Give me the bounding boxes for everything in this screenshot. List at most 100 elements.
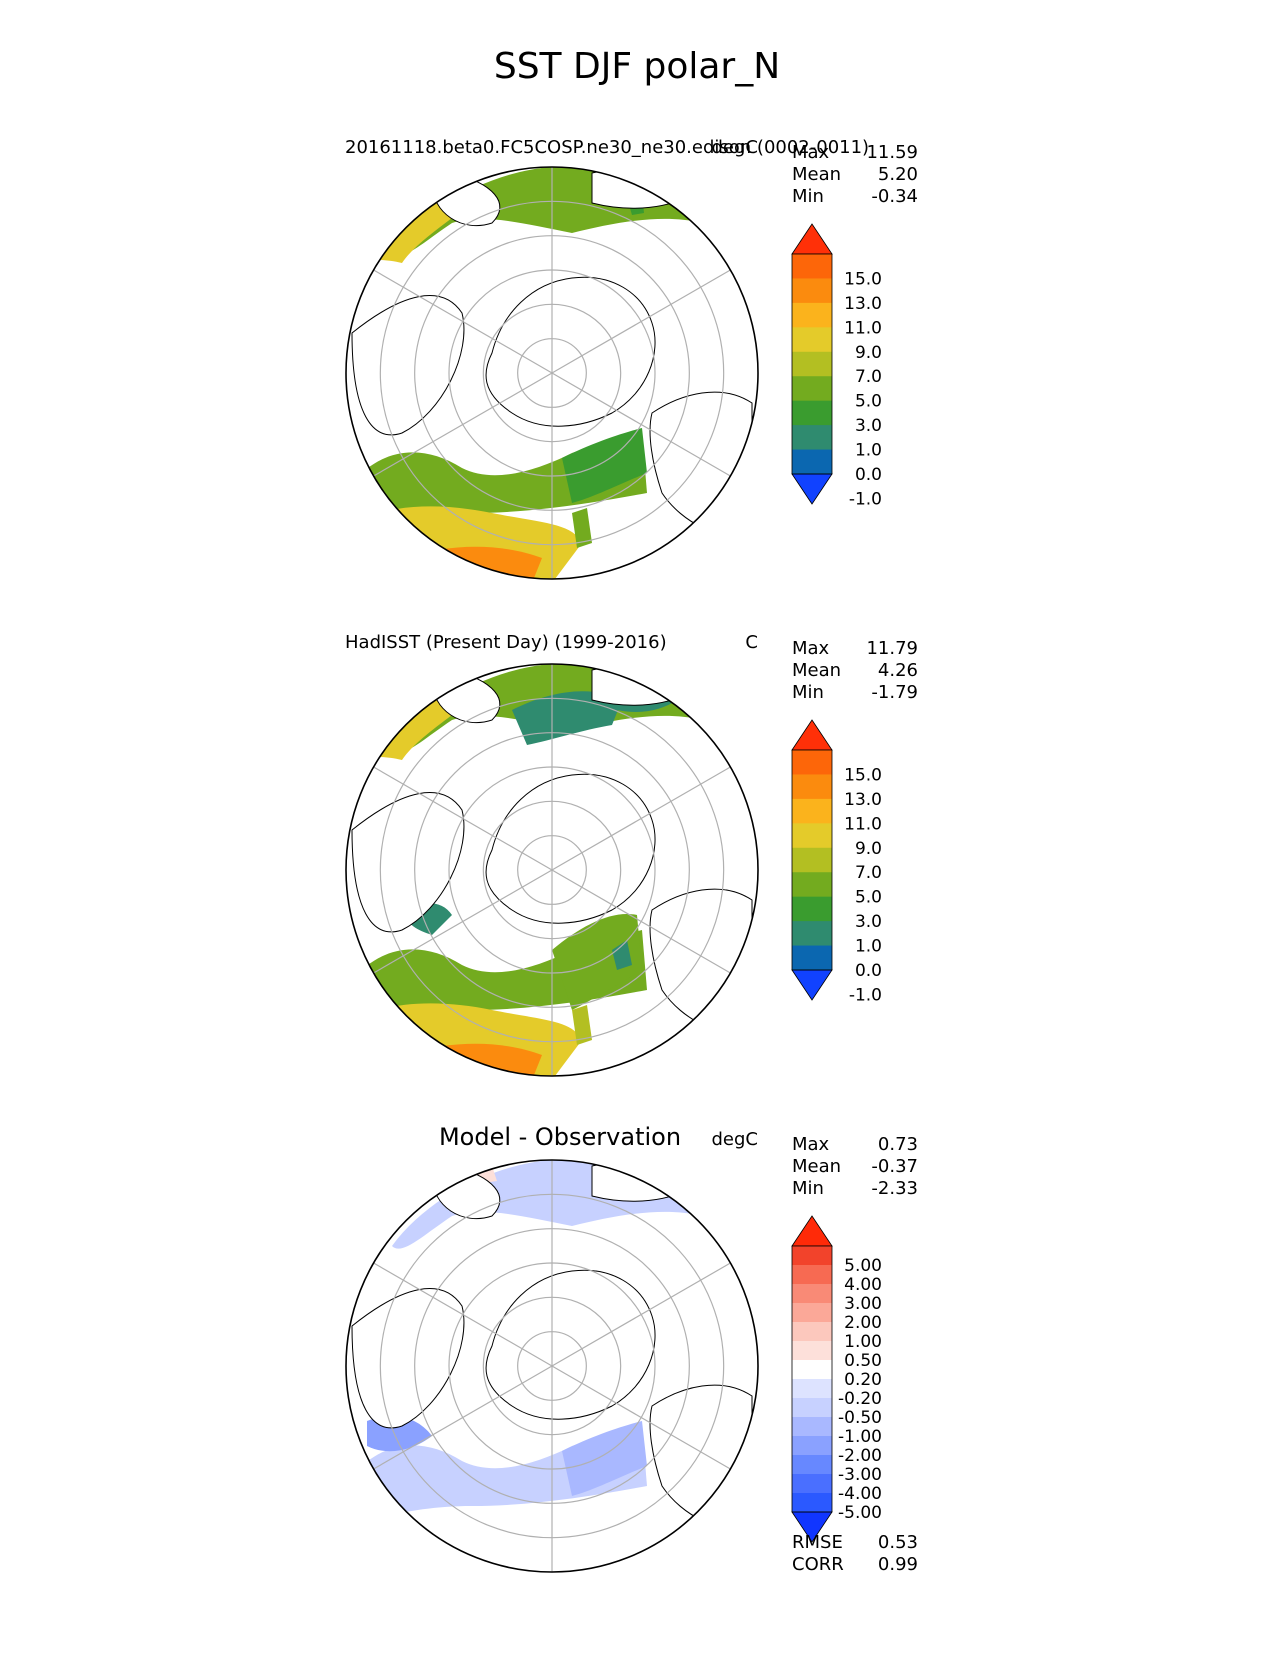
panel-difference: Model - Observation degC Max 0.73 Mean -0.3… bbox=[345, 1123, 918, 1575]
graticule bbox=[373, 664, 731, 1076]
field-region-mediterranean bbox=[572, 1005, 592, 1045]
landmass bbox=[351, 1288, 465, 1429]
colorbar-bin bbox=[792, 1436, 832, 1456]
metric-label: RMSE bbox=[792, 1532, 843, 1553]
field-region-baltic bbox=[612, 940, 632, 970]
colorbar-tick-label: 13.0 bbox=[844, 294, 882, 314]
meridian-line bbox=[551, 372, 731, 477]
colorbar-bin bbox=[792, 1474, 832, 1494]
colorbar-tick-label: 5.00 bbox=[844, 1256, 882, 1276]
colorbar-bin bbox=[792, 1341, 832, 1361]
stat-value: -1.79 bbox=[871, 682, 918, 703]
colorbar-tick-label: 1.0 bbox=[855, 441, 882, 461]
colorbar-bin bbox=[792, 1284, 832, 1304]
colorbar-tick-label: -0.50 bbox=[838, 1408, 882, 1428]
colorbar-bin bbox=[792, 1493, 832, 1513]
colorbar-tick-label: 3.00 bbox=[844, 1294, 882, 1314]
colorbar-bin bbox=[792, 351, 832, 377]
colorbar-tick-label: 0.0 bbox=[855, 961, 882, 981]
colorbar-tick-label: 2.00 bbox=[844, 1313, 882, 1333]
panel-reference-obs: HadISST (Present Day) (1999-2016) C Max 1… bbox=[345, 632, 918, 1077]
meridian-line bbox=[551, 269, 731, 374]
colorbar-bin bbox=[792, 1455, 832, 1475]
colorbar-bin bbox=[792, 1398, 832, 1418]
colorbar-tick-label: -2.00 bbox=[838, 1446, 882, 1466]
panel-units: degC bbox=[712, 1129, 759, 1150]
colorbar-tick-label: 5.0 bbox=[855, 392, 882, 412]
field-region-iberian-atlantic bbox=[402, 546, 542, 579]
metrics-block: RMSE 0.53 CORR 0.99 bbox=[792, 1532, 918, 1575]
metric-value: 0.53 bbox=[878, 1532, 918, 1553]
colorbar-bin bbox=[792, 1246, 832, 1266]
panel-title: Model - Observation bbox=[439, 1123, 681, 1151]
colorbar-tick-label: 15.0 bbox=[844, 765, 882, 785]
panel-units: degC bbox=[712, 137, 759, 158]
stats-block: Max 0.73 Mean -0.37 Min -2.33 bbox=[792, 1134, 918, 1199]
colorbar-bin bbox=[792, 1360, 832, 1380]
colorbar-tick-label: 1.0 bbox=[855, 937, 882, 957]
colorbar-bin bbox=[792, 254, 832, 279]
colorbar-tick-label: -1.0 bbox=[849, 489, 882, 509]
field-region-norwegian-sea bbox=[562, 1421, 647, 1496]
field-region-norwegian-sea bbox=[562, 428, 647, 503]
colorbar-bin bbox=[792, 302, 832, 328]
figure-title: SST DJF polar_N bbox=[494, 46, 780, 87]
colorbar-tick-label: 0.50 bbox=[844, 1351, 882, 1371]
panel-units: C bbox=[745, 632, 758, 653]
colorbar-tick-label: 0.0 bbox=[855, 465, 882, 485]
meridian-line bbox=[373, 1365, 553, 1470]
colorbar: 5.004.003.002.001.000.500.20-0.20-0.50-1… bbox=[791, 1215, 882, 1543]
colorbar-outline bbox=[791, 253, 833, 475]
stat-value: 4.26 bbox=[878, 660, 918, 681]
metric-value: 0.99 bbox=[878, 1554, 918, 1575]
stat-label: Min bbox=[792, 682, 824, 703]
colorbar-extend-max bbox=[791, 1215, 833, 1247]
colorbar-tick-label: 3.0 bbox=[855, 416, 882, 436]
stat-label: Mean bbox=[792, 1156, 841, 1177]
colorbar-tick-label: -3.00 bbox=[838, 1465, 882, 1485]
colorbar-tick-label: 11.0 bbox=[844, 814, 882, 834]
colorbar-tick-label: -0.20 bbox=[838, 1389, 882, 1409]
stat-label: Max bbox=[792, 1134, 830, 1155]
colorbar-bin bbox=[792, 400, 832, 426]
meridian-line bbox=[551, 1262, 731, 1367]
meridian-line bbox=[551, 766, 731, 871]
colorbar-bin bbox=[792, 1379, 832, 1399]
meridian-line bbox=[551, 869, 731, 974]
colorbar-bin bbox=[792, 1303, 832, 1323]
colorbar-tick-label: 5.0 bbox=[855, 888, 882, 908]
colorbar-tick-label: 3.0 bbox=[855, 912, 882, 932]
colorbar-extend-max bbox=[791, 719, 833, 751]
colorbar-tick-label: 9.0 bbox=[855, 839, 882, 859]
stat-value: -2.33 bbox=[871, 1178, 918, 1199]
stats-block: Max 11.59 Mean 5.20 Min -0.34 bbox=[792, 142, 918, 207]
colorbar-tick-label: -5.00 bbox=[838, 1503, 882, 1523]
field-region-iberian-atlantic bbox=[402, 1043, 542, 1076]
panel-test-model: 20161118.beta0.FC5COSP.ne30_ne30.edison … bbox=[345, 137, 918, 580]
stats-block: Max 11.79 Mean 4.26 Min -1.79 bbox=[792, 638, 918, 703]
panel-title: 20161118.beta0.FC5COSP.ne30_ne30.edison … bbox=[345, 137, 869, 158]
colorbar-tick-label: 9.0 bbox=[855, 343, 882, 363]
landmass bbox=[485, 1269, 656, 1420]
colorbar-bin bbox=[792, 376, 832, 402]
colorbar-bin bbox=[792, 847, 832, 873]
colorbar-tick-label: 11.0 bbox=[844, 318, 882, 338]
landmass bbox=[485, 773, 656, 924]
colorbar-bin bbox=[792, 449, 832, 475]
stat-value: 0.73 bbox=[878, 1134, 918, 1155]
stat-value: 11.79 bbox=[866, 638, 918, 659]
meridian-line bbox=[373, 372, 553, 477]
colorbar-bin bbox=[792, 823, 832, 849]
panel-title: HadISST (Present Day) (1999-2016) bbox=[345, 632, 667, 653]
graticule bbox=[373, 1160, 731, 1572]
colorbar-bin bbox=[792, 798, 832, 824]
metric-label: CORR bbox=[792, 1554, 844, 1575]
field-region-mediterranean bbox=[572, 508, 592, 548]
stat-value: -0.37 bbox=[871, 1156, 918, 1177]
map-frame bbox=[345, 166, 759, 580]
colorbar-outline bbox=[791, 749, 833, 971]
colorbar-tick-label: -1.00 bbox=[838, 1427, 882, 1447]
stat-label: Mean bbox=[792, 164, 841, 185]
graticule bbox=[373, 167, 731, 579]
colorbar-extend-max bbox=[791, 223, 833, 255]
